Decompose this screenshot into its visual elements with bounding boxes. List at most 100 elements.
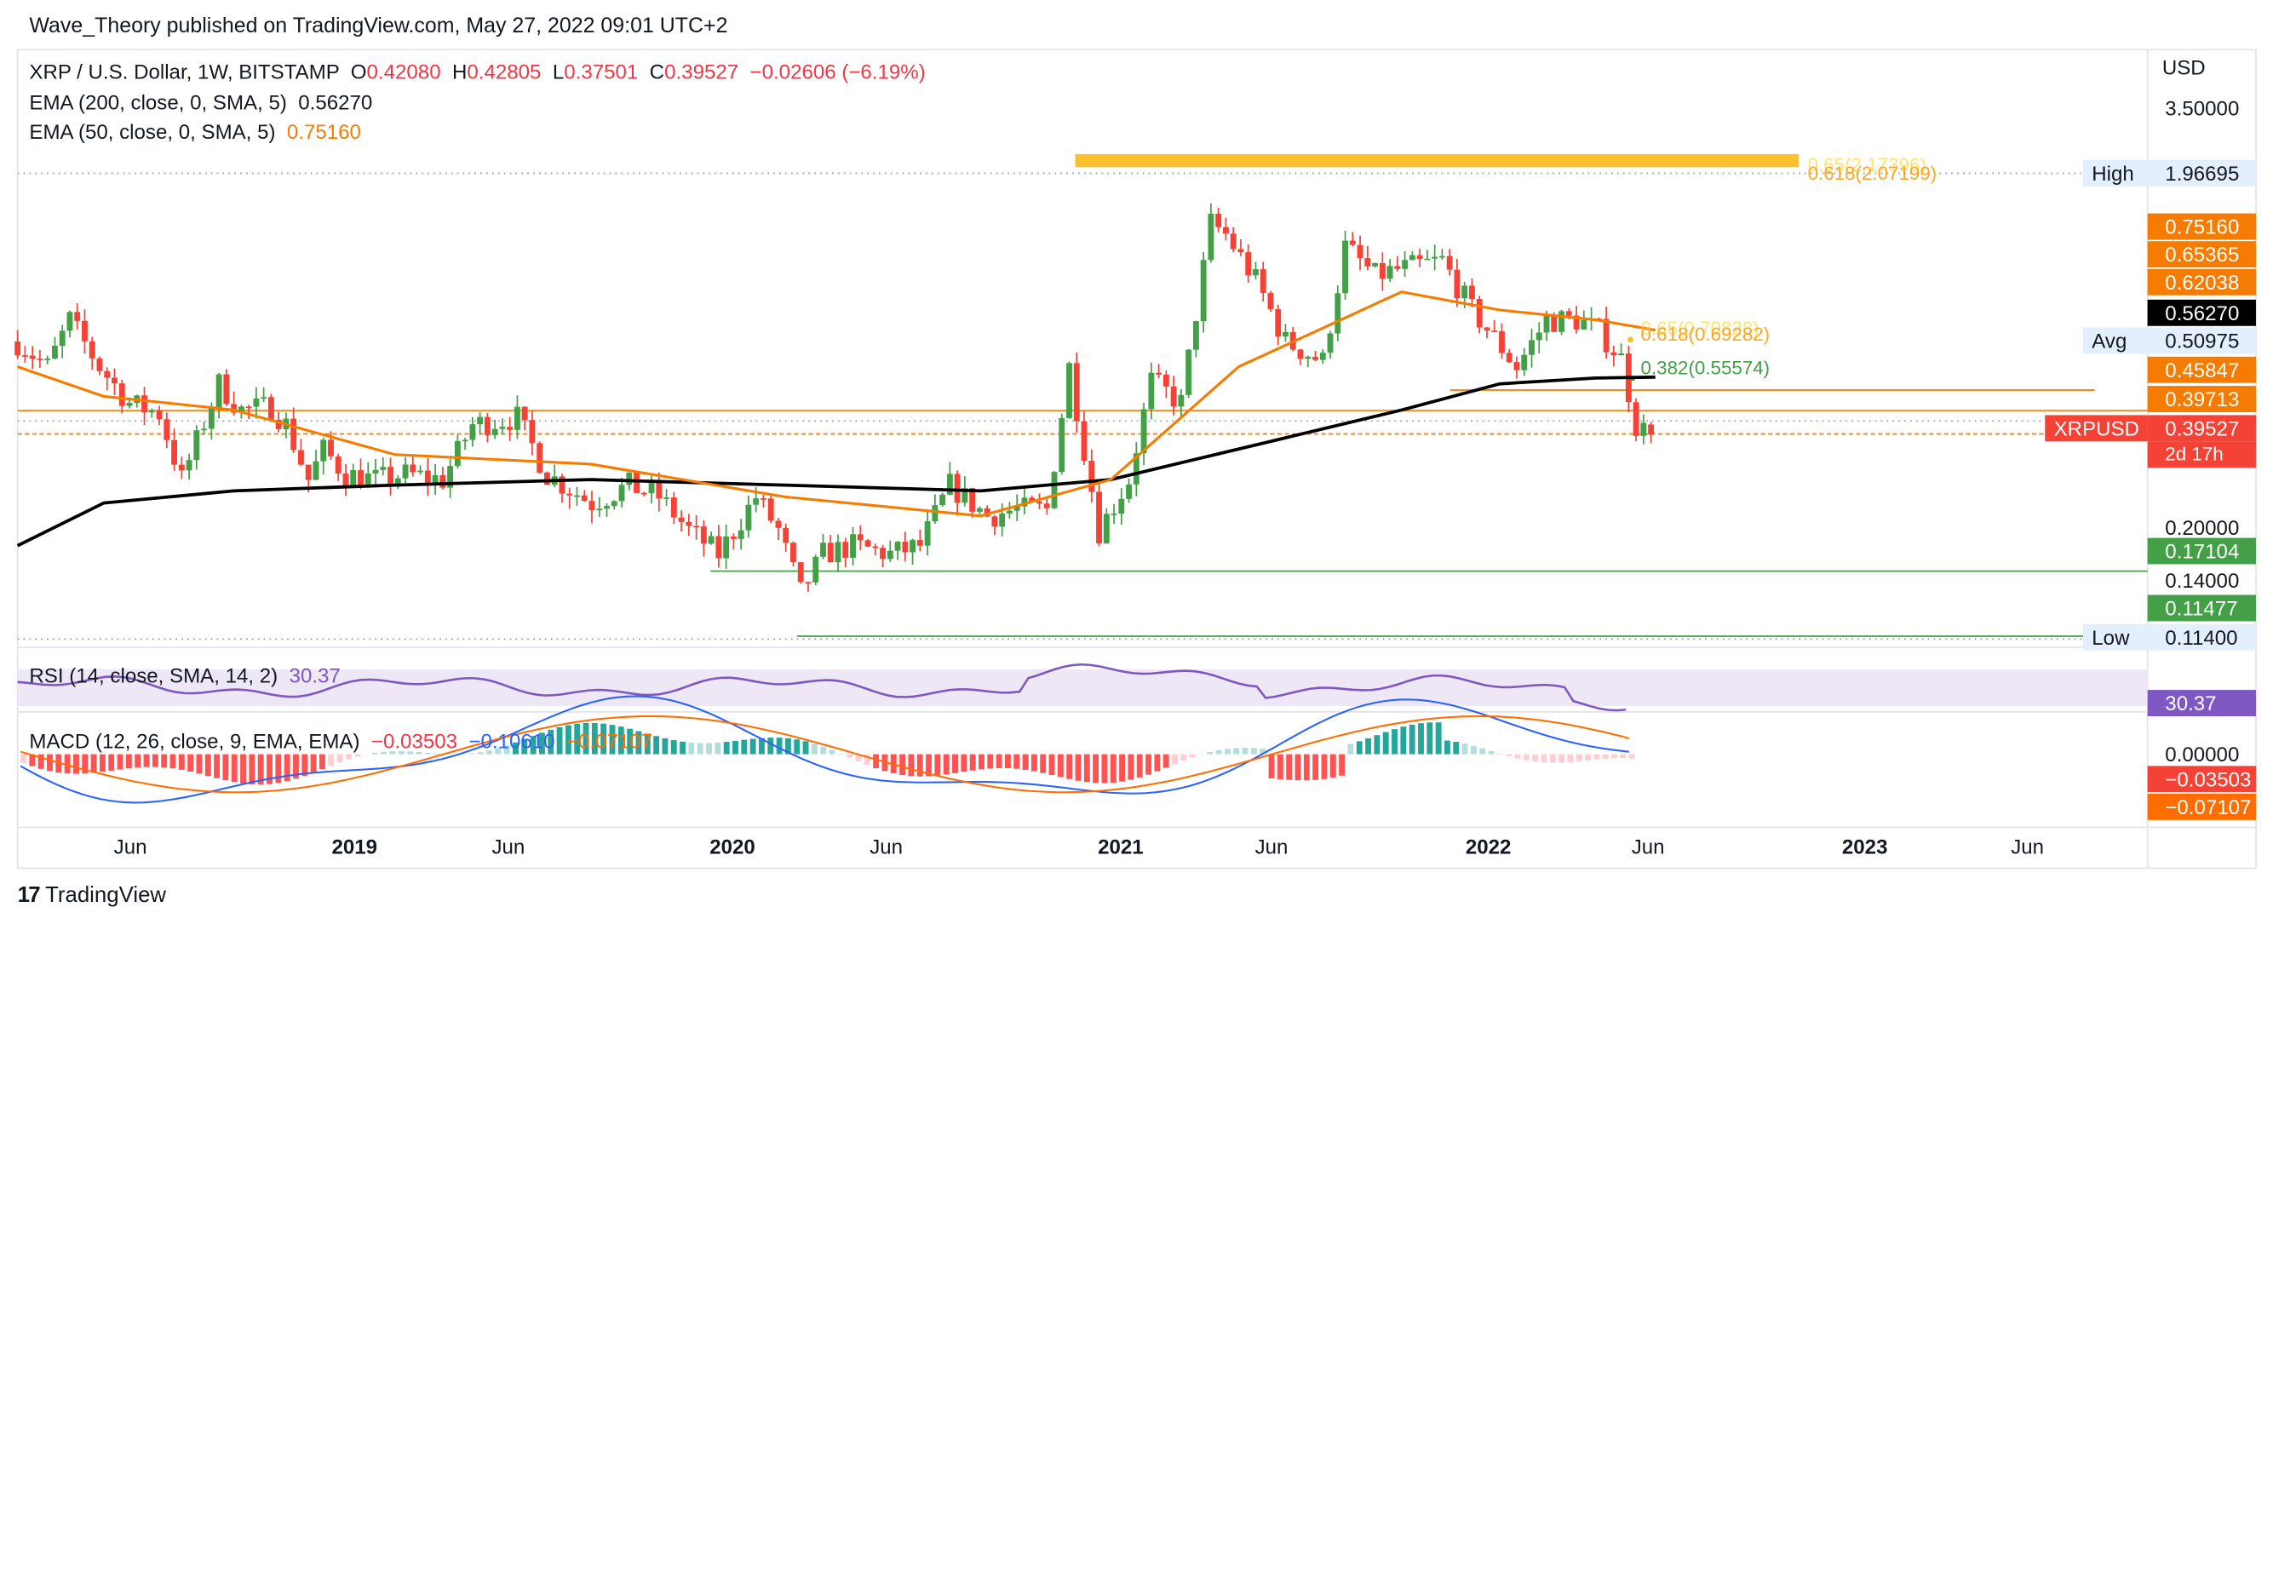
candle-body (1358, 245, 1363, 258)
candle-body (910, 540, 916, 552)
candle-body (328, 439, 334, 456)
candle-body (1335, 293, 1340, 333)
time-axis-label-2019: 2019 (331, 835, 377, 858)
candle-body (812, 557, 818, 583)
macd-histogram-bar (1102, 755, 1108, 784)
candle-body (768, 498, 774, 520)
macd-histogram-bar (979, 755, 984, 770)
candle-body (611, 501, 617, 506)
candle-body (290, 419, 296, 451)
candle-body (977, 508, 983, 512)
candle-body (1253, 269, 1259, 275)
macd-histogram-bar (777, 738, 783, 754)
macd-histogram-bar (1462, 743, 1468, 754)
candle-body (955, 474, 961, 502)
tradingview-logo[interactable]: 17 TradingView (18, 883, 166, 908)
candle-body (1193, 321, 1199, 350)
macd-histogram-bar (1479, 749, 1485, 755)
candle-body (1424, 259, 1430, 261)
macd-histogram-bar (970, 755, 976, 771)
candle-body (999, 514, 1005, 526)
macd-histogram-bar (1347, 744, 1353, 755)
macd-histogram-bar (1418, 723, 1424, 754)
candle-body (499, 427, 505, 429)
fib-label-0382: 0.382(0.55574) (1641, 357, 1771, 378)
high-label: H (452, 60, 467, 83)
price-tag-avg_value: 0.50975 (2165, 330, 2239, 353)
macd-histogram-bar (1119, 755, 1125, 782)
macd-histogram-bar (829, 750, 835, 755)
candle-body (925, 521, 931, 546)
candle-body (193, 430, 199, 460)
macd-histogram-bar (1568, 755, 1574, 762)
candle-body (1558, 311, 1564, 331)
macd-histogram-bar (108, 755, 114, 771)
candle-body (1618, 353, 1624, 355)
candle-body (1507, 353, 1512, 362)
macd-histogram-bar (1225, 749, 1231, 754)
candle-body (1461, 285, 1467, 298)
candle-body (1551, 316, 1557, 332)
candle-body (1372, 263, 1378, 267)
time-axis-label-jun: Jun (1255, 835, 1289, 858)
macd-histogram-bar (425, 753, 431, 755)
macd-histogram-bar (1471, 746, 1477, 755)
macd-histogram-bar (767, 738, 773, 755)
price-tag-label-low_label: Low (2092, 627, 2130, 650)
macd-histogram-bar (653, 736, 659, 754)
macd-histogram-bar (1066, 755, 1072, 779)
ema200-legend[interactable]: EMA (200, close, 0, SMA, 5) 0.56270 (29, 90, 372, 113)
candle-body (649, 483, 655, 493)
macd-histogram-bar (706, 743, 712, 754)
candle-body (403, 464, 409, 478)
macd-histogram-bar (1339, 755, 1345, 776)
tradingview-logo-icon: 17 (18, 883, 39, 908)
candle-body (1477, 299, 1483, 328)
macd-histogram-bar (1489, 751, 1495, 755)
candle-body (828, 543, 834, 562)
macd-histogram-bar (1005, 755, 1011, 768)
macd-histogram-bar (1013, 755, 1019, 769)
macd-histogram-bar (1251, 748, 1257, 754)
macd-histogram-bar (311, 755, 317, 773)
price-tick-0.14: 0.14000 (2165, 570, 2239, 593)
macd-legend[interactable]: MACD (12, 26, close, 9, EMA, EMA) −0.035… (29, 729, 652, 752)
macd-histogram-bar (1286, 755, 1292, 780)
candle-body (30, 356, 36, 359)
macd-histogram-bar (996, 755, 1002, 768)
candle-body (439, 475, 445, 488)
candle-body (865, 540, 871, 546)
fib-label-mid-0618: 0.618(0.69282) (1641, 324, 1771, 345)
macd-histogram-bar (899, 755, 905, 775)
candle-body (1052, 472, 1058, 508)
candle-body (872, 547, 878, 548)
candle-body (715, 537, 721, 559)
candle-body (1320, 353, 1326, 359)
symbol-legend[interactable]: XRP / U.S. Dollar, 1W, BITSTAMP O0.42080… (29, 60, 925, 83)
price-tag-label-high_label: High (2092, 163, 2134, 186)
candle-body (320, 439, 326, 461)
macd-zero-tick: 0.00000 (2165, 743, 2239, 766)
time-axis-label-jun: Jun (2011, 835, 2044, 858)
fib-zone-top (1076, 154, 1799, 167)
candle-body (574, 496, 580, 497)
candle-body (1581, 320, 1587, 330)
ema50-legend[interactable]: EMA (50, close, 0, SMA, 5) 0.75160 (29, 120, 361, 143)
candle-body (14, 342, 20, 355)
rsi-legend[interactable]: RSI (14, close, SMA, 14, 2) 30.37 (29, 663, 340, 686)
candle-body (1402, 260, 1408, 268)
time-axis-label-2021: 2021 (1098, 835, 1144, 858)
candle-body (537, 443, 542, 473)
candle-body (216, 375, 222, 408)
candle-body (693, 526, 699, 528)
candle-body (679, 518, 685, 522)
candle-body (1275, 309, 1281, 336)
macd-histogram-bar (1163, 755, 1169, 768)
candle-body (887, 551, 893, 560)
close-value: 0.39527 (664, 60, 738, 83)
rsi-value: 30.37 (290, 663, 341, 686)
price-tick-0.2: 0.20000 (2165, 517, 2239, 540)
candle-body (1454, 270, 1460, 299)
macd-histogram-bar (1137, 755, 1143, 778)
